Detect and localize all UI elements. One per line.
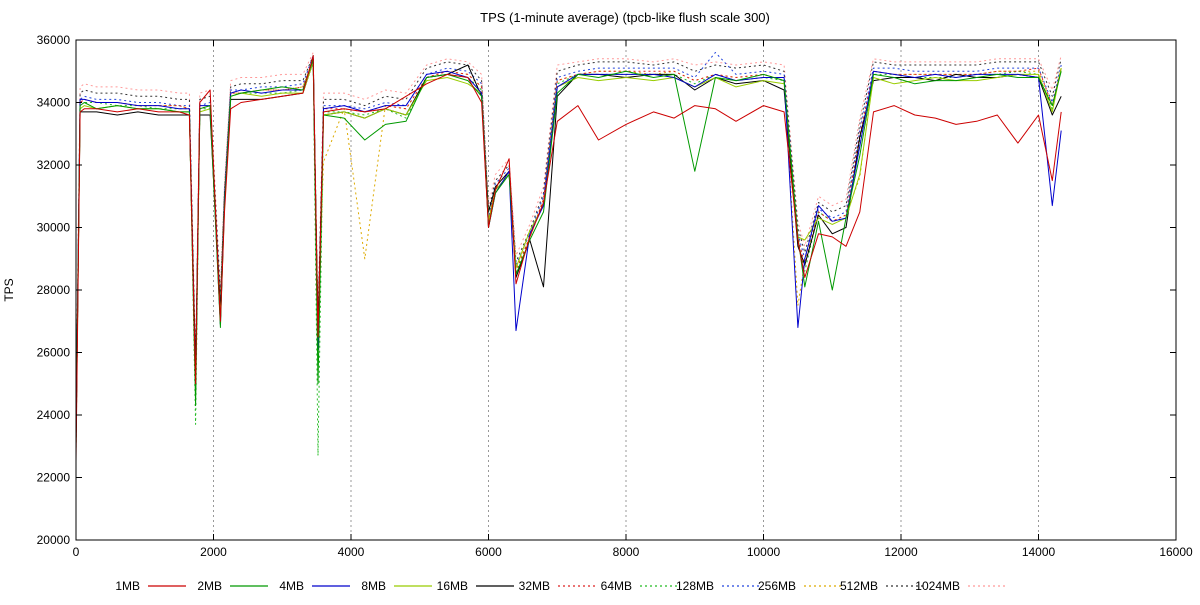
legend-label: 64MB — [601, 579, 632, 593]
legend-item-8mb: 8MB — [361, 579, 432, 593]
y-tick-label: 32000 — [37, 158, 71, 172]
series-line-1024mb — [75, 52, 1062, 416]
x-tick-label: 10000 — [747, 545, 781, 559]
legend-label: 32MB — [519, 579, 550, 593]
legend-item-32mb: 32MB — [519, 579, 596, 593]
y-tick-label: 22000 — [37, 471, 71, 485]
chart-title: TPS (1-minute average) (tpcb-like flush … — [480, 10, 770, 25]
legend-label: 4MB — [279, 579, 304, 593]
legend-item-128mb: 128MB — [676, 579, 760, 593]
x-tick-label: 2000 — [200, 545, 227, 559]
y-tick-label: 26000 — [37, 346, 71, 360]
legend-label: 128MB — [676, 579, 714, 593]
x-tick-label: 8000 — [613, 545, 640, 559]
legend-item-2mb: 2MB — [197, 579, 268, 593]
series-line-2mb — [75, 58, 1062, 447]
y-tick-label: 20000 — [37, 533, 71, 547]
legend-item-64mb: 64MB — [601, 579, 678, 593]
series-line-128mb — [75, 52, 1062, 434]
legend-item-512mb: 512MB — [840, 579, 924, 593]
x-tick-label: 6000 — [475, 545, 502, 559]
series-line-8mb — [75, 61, 1062, 431]
legend-label: 512MB — [840, 579, 878, 593]
legend-item-16mb: 16MB — [437, 579, 514, 593]
series-line-4mb — [75, 58, 1062, 441]
y-tick-label: 30000 — [37, 221, 71, 235]
legend-label: 16MB — [437, 579, 468, 593]
y-tick-label: 24000 — [37, 408, 71, 422]
y-tick-label: 28000 — [37, 283, 71, 297]
legend-item-1mb: 1MB — [115, 579, 186, 593]
legend: 1MB 2MB 4MB 8MB 16MB 32MB 64MB 128MB 256MB 512MB 1… — [115, 579, 1006, 593]
x-tick-label: 12000 — [884, 545, 918, 559]
legend-label: 1024MB — [915, 579, 960, 593]
series-line-32mb — [75, 58, 1062, 447]
grid-lines — [213, 40, 1039, 540]
axes: 0 2000 4000 6000 8000 10000 12000 14000 16000 200… — [37, 33, 1193, 559]
y-axis-label: TPS — [2, 278, 16, 301]
x-tick-label: 0 — [73, 545, 80, 559]
series-line-1mb — [75, 55, 1062, 462]
legend-item-4mb: 4MB — [279, 579, 350, 593]
x-tick-label: 14000 — [1022, 545, 1056, 559]
x-tick-label: 4000 — [338, 545, 365, 559]
legend-label: 1MB — [115, 579, 140, 593]
y-tick-label: 34000 — [37, 96, 71, 110]
legend-label: 8MB — [361, 579, 386, 593]
series-line-64mb — [75, 61, 1062, 457]
legend-label: 2MB — [197, 579, 222, 593]
series-line-512mb — [75, 55, 1062, 422]
series-lines — [75, 52, 1062, 462]
y-tick-label: 36000 — [37, 33, 71, 47]
legend-item-1024mb: 1024MB — [915, 579, 1006, 593]
legend-item-256mb: 256MB — [758, 579, 842, 593]
legend-label: 256MB — [758, 579, 796, 593]
series-line-16mb — [75, 61, 1062, 437]
x-tick-label: 16000 — [1159, 545, 1193, 559]
